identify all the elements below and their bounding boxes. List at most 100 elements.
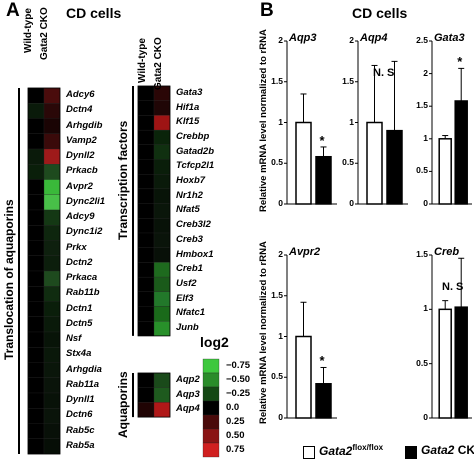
- chart-1-bar-1: [386, 129, 403, 205]
- chart-2-ticklabel-1: 0.5: [416, 165, 428, 176]
- gene-label-Creb3: Creb3: [176, 233, 203, 245]
- chart-2-ticklabel-3: 1.5: [416, 100, 428, 111]
- legend-wt-gene: Gata2: [319, 444, 353, 458]
- legend-swatch-6: [202, 442, 220, 458]
- gene-label-Aqp2: Aqp2: [176, 373, 200, 385]
- gene-label-Adcy6: Adcy6: [66, 89, 95, 101]
- chart-2-ticklabel-0: 0: [423, 198, 428, 208]
- chart-3-ticklabel-3: 1.5: [271, 289, 283, 300]
- legend-value-0: −0.75: [226, 360, 251, 371]
- chart-1-ticklabel-2: 1: [349, 116, 354, 127]
- chart-0-title: Aqp3: [289, 32, 317, 44]
- gene-label-Dctn5: Dctn5: [66, 317, 93, 329]
- chart-0-ticklabel-4: 2: [278, 35, 283, 45]
- chart-1-significance: N. S: [373, 67, 395, 79]
- chart-1-ticklabel-4: 2: [349, 35, 354, 45]
- legend-wt-sup: flox/flox: [352, 443, 384, 452]
- gene-label-Hif1a: Hif1a: [176, 101, 200, 113]
- legend-value-1: −0.50: [226, 374, 251, 385]
- chart-3-ticklabel-2: 1: [278, 330, 283, 341]
- ylabel-top: Relative mRNA level normalized to rRNA: [258, 29, 269, 212]
- chart-3-ticklabel-0: 0: [278, 412, 283, 422]
- panel-b-letter: B: [260, 0, 274, 21]
- gene-label-Adcy9: Adcy9: [66, 211, 95, 223]
- gene-label-Prkaca: Prkaca: [66, 272, 98, 284]
- gene-label-Junb: Junb: [176, 322, 199, 334]
- legend-title: log2: [200, 334, 229, 350]
- ylabel-bottom: Relative mRNA level normalized to rRNA: [258, 241, 269, 424]
- chart-3-bar-0: [295, 335, 312, 419]
- gene-label-Dctn6: Dctn6: [66, 409, 93, 421]
- gene-label-Rab11a: Rab11a: [66, 378, 100, 390]
- chart-4-bar-1: [454, 306, 468, 419]
- chart-2-significance: *: [457, 54, 463, 70]
- chart-0-bar-0: [295, 121, 312, 205]
- legend-value-4: 0.25: [226, 416, 245, 427]
- chart-2-ticklabel-4: 2: [423, 67, 428, 78]
- chart-4-bar-0: [438, 308, 452, 419]
- gene-label-Klf15: Klf15: [176, 116, 200, 128]
- gene-label-Usf2: Usf2: [176, 277, 197, 289]
- gene-label-Prkacb: Prkacb: [66, 165, 98, 177]
- gene-label-Elf3: Elf3: [176, 292, 194, 304]
- legend-value-6: 0.75: [226, 444, 245, 455]
- gene-label-Rab11b: Rab11b: [66, 287, 100, 299]
- transcription-outline: [137, 85, 171, 337]
- chart-4-ticklabel-0: 0: [423, 412, 428, 422]
- chart-0-ticklabel-3: 1.5: [271, 75, 283, 86]
- gene-label-Vamp2: Vamp2: [66, 134, 97, 146]
- legend-value-2: −0.25: [226, 388, 251, 399]
- chart-1-bar-0: [366, 121, 383, 205]
- chart-2-bar-0: [438, 138, 452, 205]
- chart-0-significance: *: [319, 132, 325, 148]
- translocation-outline: [27, 87, 61, 455]
- gene-label-Dync1i2: Dync1i2: [66, 226, 103, 238]
- chart-1-ticklabel-0: 0: [349, 198, 354, 208]
- gene-label-Aqp3: Aqp3: [176, 388, 200, 400]
- chart-2-bar-1: [454, 100, 468, 205]
- legend-cko-swatch: [405, 446, 417, 459]
- gene-label-Nsf: Nsf: [66, 333, 82, 345]
- legend-value-3: 0.0: [226, 402, 240, 413]
- gene-label-Hoxb7: Hoxb7: [176, 175, 206, 187]
- chart-3-ticklabel-4: 2: [278, 249, 283, 259]
- legend-value-5: 0.50: [226, 430, 245, 441]
- chart-3-bar-1: [315, 383, 332, 419]
- gene-label-Avpr2: Avpr2: [66, 180, 93, 192]
- chart-2-ticklabel-5: 2.5: [416, 35, 428, 45]
- gene-label-Dctn2: Dctn2: [66, 256, 93, 268]
- legend-cko-label: Gata2 CKO: [421, 443, 474, 457]
- legend-cko-gene: Gata2: [421, 443, 455, 457]
- chart-3-ticklabel-1: 0.5: [271, 371, 283, 382]
- chart-0-ticklabel-0: 0: [278, 198, 283, 208]
- gene-label-Hmbox1: Hmbox1: [176, 248, 214, 260]
- chart-1-ticklabel-1: 0.5: [342, 157, 354, 168]
- gene-label-Nr1h2: Nr1h2: [176, 189, 203, 201]
- chart-4-significance: N. S: [442, 281, 464, 293]
- gene-label-Nfatc1: Nfatc1: [176, 307, 206, 319]
- chart-4-title: Creb: [434, 246, 460, 258]
- gene-label-Rab5a: Rab5a: [66, 439, 95, 451]
- gene-label-Prkx: Prkx: [66, 241, 87, 253]
- gene-label-Dync2li1: Dync2li1: [66, 195, 106, 207]
- panel-a-letter: A: [6, 0, 20, 21]
- gene-label-Arhgdib: Arhgdib: [66, 119, 103, 131]
- chart-3-significance: *: [319, 353, 325, 369]
- legend-cko-suffix: CKO: [457, 443, 474, 457]
- chart-2-title: Gata3: [434, 32, 465, 44]
- aquaporins-outline: [137, 372, 171, 418]
- gene-label-Nfat5: Nfat5: [176, 204, 200, 216]
- chart-1-title: Aqp4: [360, 32, 388, 44]
- chart-1-ticklabel-3: 1.5: [342, 75, 354, 86]
- gene-label-Dctn1: Dctn1: [66, 302, 93, 314]
- panel-a-title: CD cells: [66, 5, 122, 21]
- gene-label-Gatad2b: Gatad2b: [176, 145, 215, 157]
- chart-3-title: Avpr2: [289, 246, 321, 258]
- gene-label-Crebbp: Crebbp: [176, 130, 210, 142]
- gene-label-Aqp4: Aqp4: [176, 403, 200, 415]
- chart-4-ticklabel-1: 0.5: [416, 357, 428, 368]
- gene-label-Creb3l2: Creb3l2: [176, 219, 211, 231]
- chart-0-bar-1: [315, 155, 332, 205]
